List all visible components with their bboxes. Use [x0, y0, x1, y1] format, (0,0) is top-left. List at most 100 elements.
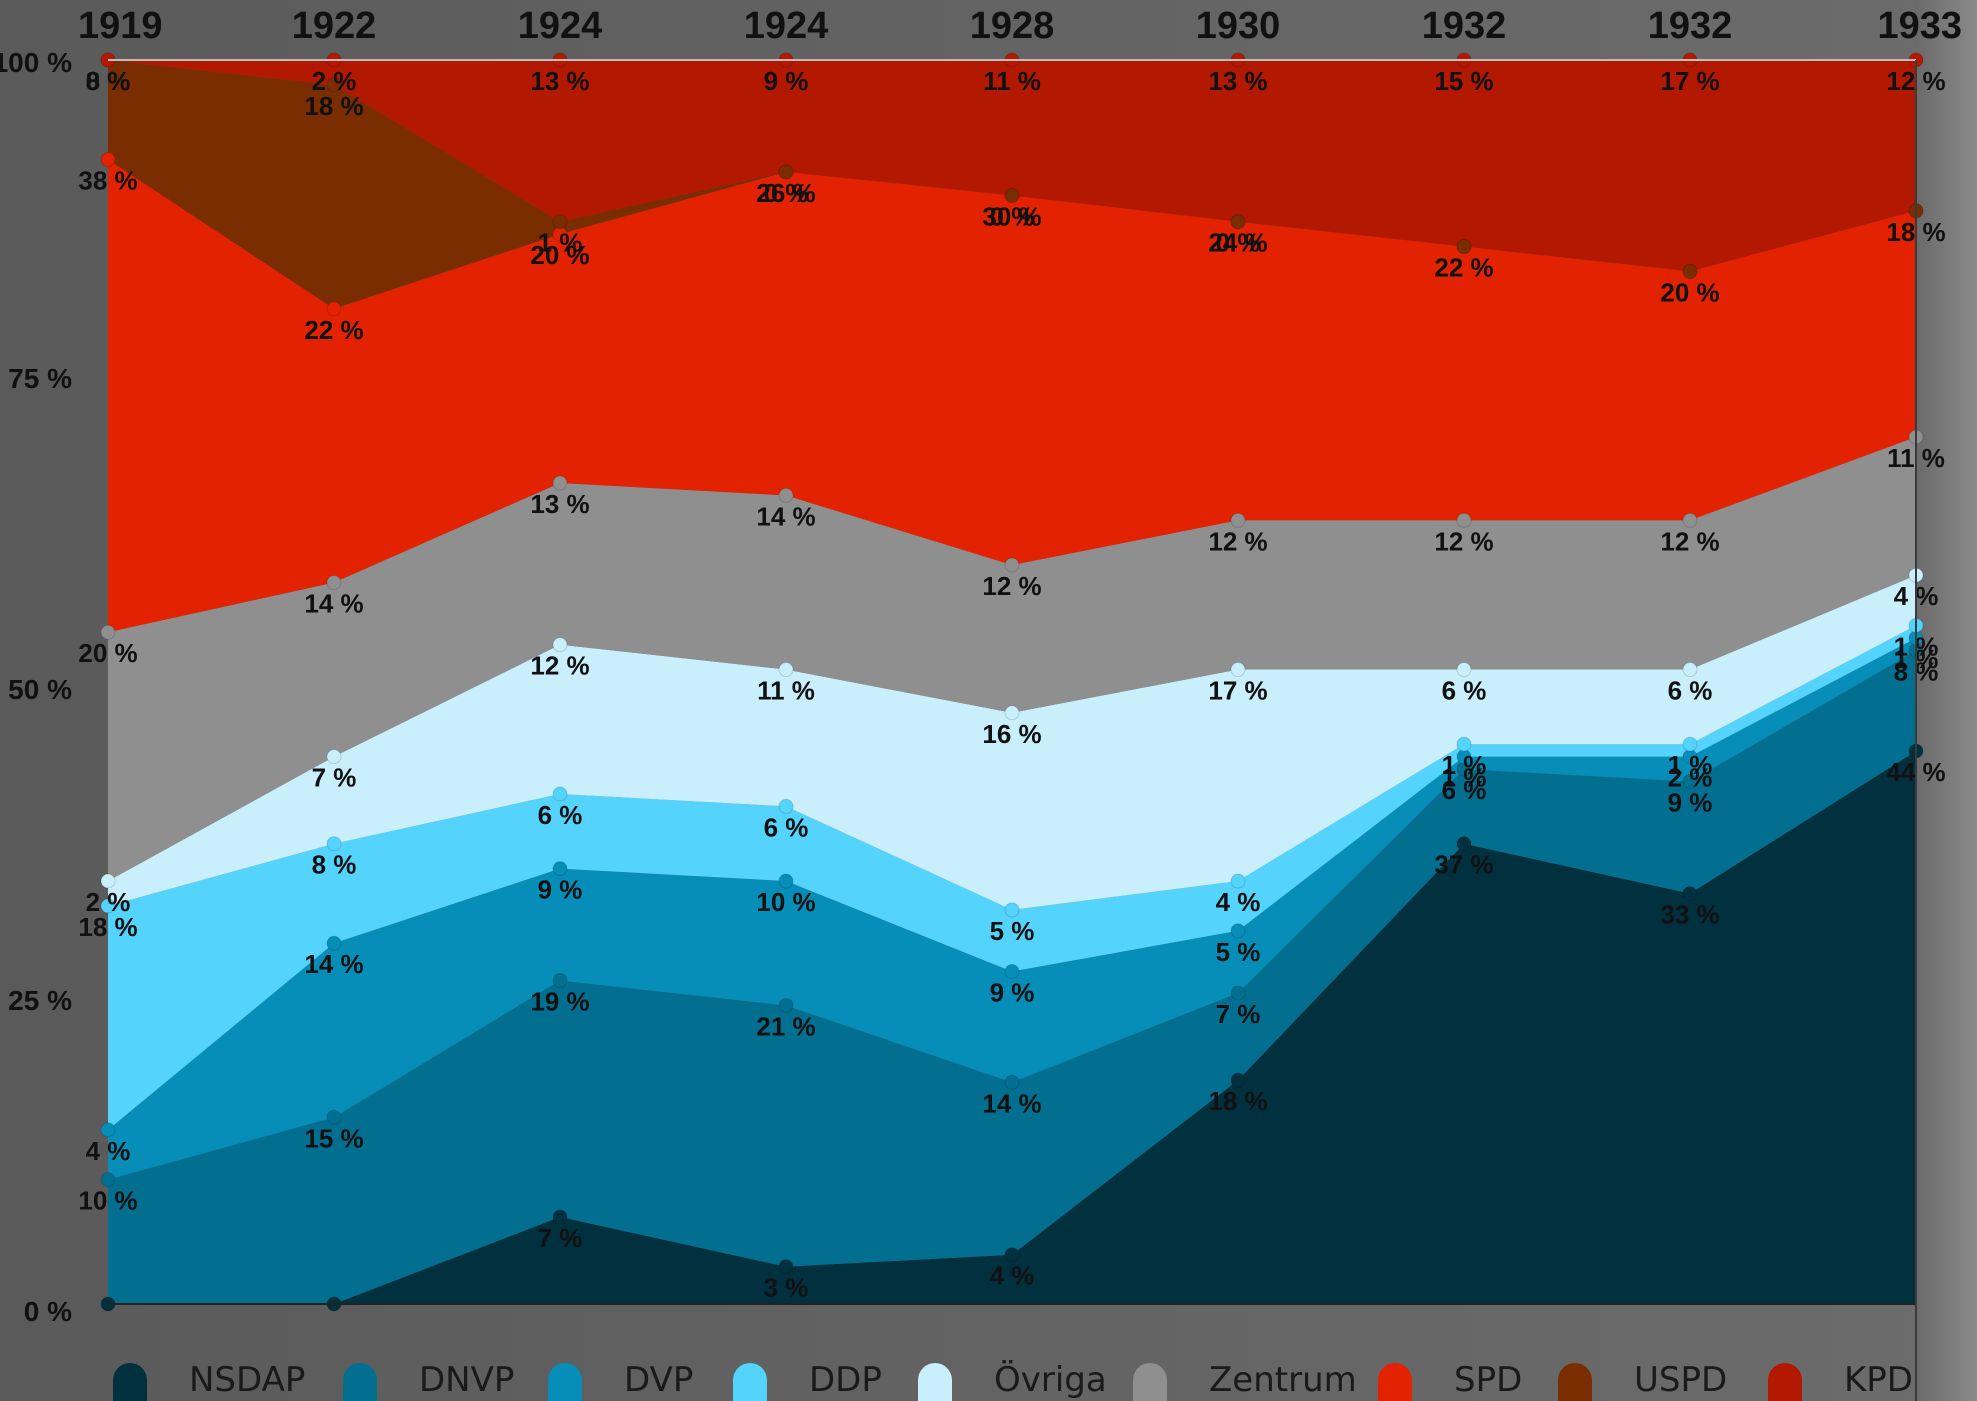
data-label-ddp: 1 % [1442, 750, 1487, 780]
point-zentrum [1682, 512, 1698, 528]
point-dnvp [1004, 1074, 1020, 1090]
point-ovriga [1456, 662, 1472, 678]
data-label-kpd: 2 % [312, 66, 357, 96]
area-dnvp [108, 650, 1916, 1304]
data-label-kpd: 0 % [86, 66, 131, 96]
data-label-dvp: 9 % [990, 977, 1035, 1007]
point-dvp [552, 861, 568, 877]
data-label-ovriga: 11 % [757, 676, 815, 706]
point-uspd [1682, 263, 1698, 279]
legend-label: DNVP [419, 1360, 514, 1400]
data-label-zentrum: 12 % [1208, 526, 1267, 556]
point-uspd [552, 214, 568, 230]
data-label-ovriga: 2 % [86, 887, 131, 917]
legend-item-kpd: KPD [1768, 1360, 1913, 1401]
data-label-spd: 26 % [756, 178, 815, 208]
legend-label: DVP [624, 1360, 693, 1400]
legend: NSDAP DNVP DVP DDP Övriga Zentrum SPD USPD KPD [113, 1359, 1913, 1401]
x-tick-label: 1922 [292, 5, 377, 47]
data-label-kpd: 9 % [764, 66, 809, 96]
point-nsdap [1456, 836, 1472, 852]
point-ddp [1456, 736, 1472, 752]
point-spd [326, 301, 342, 317]
legend-swatch-nsdap [113, 1363, 147, 1401]
point-uspd [1456, 239, 1472, 255]
legend-swatch-zentrum [1133, 1363, 1167, 1401]
data-label-nsdap: 7 % [538, 1223, 583, 1253]
point-ddp [1682, 736, 1698, 752]
data-label-dnvp: 15 % [304, 1123, 363, 1153]
data-label-dvp: 14 % [304, 949, 363, 979]
data-label-ovriga: 7 % [312, 763, 357, 793]
data-label-zentrum: 12 % [982, 571, 1041, 601]
data-label-dnvp: 21 % [756, 1011, 815, 1041]
data-label-spd: 20 % [530, 240, 589, 270]
legend-label: NSDAP [189, 1360, 305, 1400]
category-label-layer: 1919 1922 1924 1924 1928 1930 1932 1932 1933 [78, 5, 1962, 47]
point-dvp [326, 935, 342, 951]
point-uspd [326, 77, 342, 93]
point-spd [100, 152, 116, 168]
point-dnvp [1230, 985, 1246, 1001]
legend-label: SPD [1454, 1360, 1522, 1400]
data-label-spd: 24 % [1208, 228, 1267, 258]
x-tick-label: 1924 [518, 5, 603, 47]
data-label-zentrum: 12 % [1660, 526, 1719, 556]
data-label-ovriga: 6 % [1442, 676, 1487, 706]
area-ovriga [108, 575, 1916, 910]
legend-swatch-dvp [548, 1363, 582, 1401]
point-nsdap [1004, 1247, 1020, 1263]
data-label-dnvp: 6 % [1442, 775, 1487, 805]
data-label-spd: 22 % [1434, 253, 1493, 283]
legend-item-ovriga: Övriga [918, 1359, 1107, 1401]
legend-swatch-uspd [1558, 1363, 1592, 1401]
point-ddp [100, 898, 116, 914]
point-dnvp [1682, 774, 1698, 790]
legend-item-spd: SPD [1378, 1360, 1522, 1401]
data-label-nsdap: 33 % [1660, 899, 1719, 929]
data-label-nsdap: 3 % [764, 1273, 809, 1303]
point-dnvp [100, 1172, 116, 1188]
data-label-nsdap: 18 % [1208, 1086, 1267, 1116]
legend-swatch-ovriga [918, 1363, 952, 1401]
data-label-ovriga: 6 % [1668, 676, 1713, 706]
data-label-ddp: 6 % [764, 812, 809, 842]
data-label-dvp: 2 % [1668, 763, 1713, 793]
data-label-kpd: 15 % [1434, 66, 1493, 96]
point-ovriga [326, 749, 342, 765]
data-label-spd: 38 % [78, 166, 137, 196]
right-panel-shade [1915, 0, 1977, 1401]
x-tick-label: 1930 [1196, 5, 1281, 47]
point-ovriga [552, 637, 568, 653]
legend-item-nsdap: NSDAP [113, 1360, 305, 1401]
data-label-dnvp: 9 % [1668, 788, 1713, 818]
data-label-spd: 30 % [982, 201, 1041, 231]
x-tick-label: 1932 [1422, 5, 1507, 47]
y-tick-label: 75 % [8, 363, 72, 394]
point-dvp [1004, 963, 1020, 979]
data-label-zentrum: 14 % [756, 501, 815, 531]
data-label-kpd: 13 % [1208, 66, 1267, 96]
data-label-dvp: 1 % [1442, 763, 1487, 793]
point-dvp [100, 1122, 116, 1138]
data-label-dvp: 9 % [538, 875, 583, 905]
data-label-dvp: 10 % [756, 887, 815, 917]
y-tick-label: 0 % [24, 1296, 72, 1327]
point-ddp [1004, 902, 1020, 918]
legend-item-uspd: USPD [1558, 1360, 1727, 1401]
data-label-ddp: 1 % [1668, 750, 1713, 780]
point-uspd [778, 164, 794, 180]
point-zentrum [778, 487, 794, 503]
point-ovriga [100, 873, 116, 889]
legend-label: DDP [809, 1360, 882, 1400]
data-label-uspd: 18 % [304, 91, 363, 121]
legend-item-dnvp: DNVP [343, 1360, 514, 1401]
y-tick-label: 100 % [0, 47, 72, 78]
data-label-kpd: 11 % [983, 66, 1041, 96]
point-ovriga [778, 662, 794, 678]
data-label-dnvp: 7 % [1216, 999, 1261, 1029]
data-label-kpd: 13 % [530, 66, 589, 96]
legend-swatch-dnvp [343, 1363, 377, 1401]
point-nsdap [1230, 1072, 1246, 1088]
area-zentrum [108, 436, 1916, 882]
